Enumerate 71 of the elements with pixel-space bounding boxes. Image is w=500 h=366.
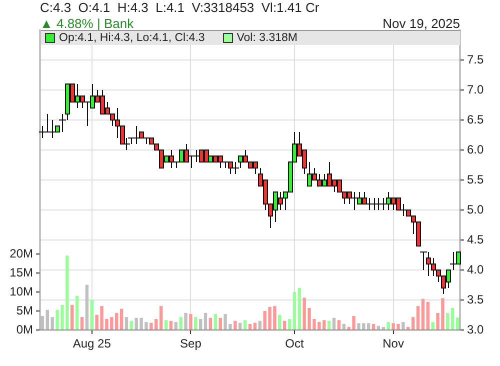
bar bbox=[342, 324, 346, 330]
bar bbox=[298, 288, 302, 330]
bar bbox=[402, 322, 405, 330]
bar bbox=[234, 320, 237, 330]
bar bbox=[337, 320, 341, 330]
bar bbox=[243, 320, 247, 330]
bar bbox=[120, 308, 124, 330]
y2-tick-label: 5M bbox=[16, 303, 33, 318]
annotation: Nov 19, 2025 bbox=[382, 16, 460, 31]
y-tick-label: 3.5 bbox=[467, 292, 484, 306]
bar bbox=[198, 318, 202, 330]
y-tick-label: 7.5 bbox=[467, 52, 484, 66]
bar bbox=[218, 318, 222, 330]
legend-label: Vol: 3.318M bbox=[236, 32, 298, 44]
y-tick-label: 4.5 bbox=[467, 232, 484, 246]
bar bbox=[204, 312, 208, 330]
bar bbox=[75, 296, 79, 330]
bar bbox=[327, 320, 331, 330]
bar bbox=[238, 322, 242, 330]
bar bbox=[214, 314, 218, 330]
bar bbox=[90, 300, 94, 330]
bar bbox=[40, 316, 44, 330]
bar bbox=[411, 317, 415, 330]
bar bbox=[456, 317, 460, 330]
chart-title: C:4.3 O:4.1 H:4.3 L:4.1 V:3318453 Vl:1.41 Cr bbox=[40, 0, 320, 15]
bar bbox=[164, 320, 168, 330]
bar bbox=[253, 322, 257, 330]
bar bbox=[124, 317, 128, 330]
y-tick-label: 7.0 bbox=[467, 82, 484, 96]
bar bbox=[184, 312, 188, 330]
bar bbox=[406, 326, 410, 330]
bar bbox=[194, 317, 198, 330]
bar bbox=[332, 318, 336, 330]
bar bbox=[179, 317, 182, 330]
y-tick-label: 6.0 bbox=[467, 142, 484, 156]
bar bbox=[416, 306, 420, 330]
y-tick-label: 5.5 bbox=[467, 172, 484, 186]
bar bbox=[426, 302, 430, 330]
y2-tick-label: 15M bbox=[10, 265, 34, 280]
bar bbox=[85, 284, 89, 330]
y-tick-label: 3.0 bbox=[467, 322, 484, 336]
bar bbox=[258, 320, 262, 330]
x-tick-label: Nov bbox=[382, 336, 404, 351]
y-tick-label: 4.0 bbox=[467, 262, 484, 276]
bar bbox=[70, 304, 74, 330]
bar bbox=[169, 320, 173, 330]
y-tick-label: 5.0 bbox=[467, 202, 484, 216]
x-tick-label: Aug 25 bbox=[72, 336, 112, 351]
legend-label: Op:4.1, Hi:4.3, Lo:4.1, Cl:4.3 bbox=[59, 32, 205, 44]
bar bbox=[278, 314, 282, 330]
bar bbox=[288, 318, 292, 330]
bar bbox=[248, 324, 252, 330]
bar bbox=[421, 298, 425, 330]
bar bbox=[292, 292, 296, 330]
y2-tick-label: 0M bbox=[16, 322, 33, 336]
x-tick-label: Oct bbox=[285, 336, 304, 351]
bar bbox=[130, 320, 134, 330]
bar bbox=[189, 314, 192, 330]
bar bbox=[174, 322, 178, 330]
bar bbox=[208, 318, 212, 330]
x-tick-label: Sep bbox=[180, 336, 202, 351]
y2-tick-label: 20M bbox=[10, 246, 34, 260]
bar bbox=[386, 322, 390, 330]
bar bbox=[431, 322, 434, 330]
bar bbox=[159, 306, 163, 330]
bar bbox=[282, 320, 286, 330]
y2-tick-label: 10M bbox=[10, 284, 34, 298]
bar bbox=[80, 317, 84, 330]
bar bbox=[372, 324, 376, 330]
bar bbox=[382, 326, 386, 330]
y-tick-label: 6.5 bbox=[467, 112, 484, 126]
